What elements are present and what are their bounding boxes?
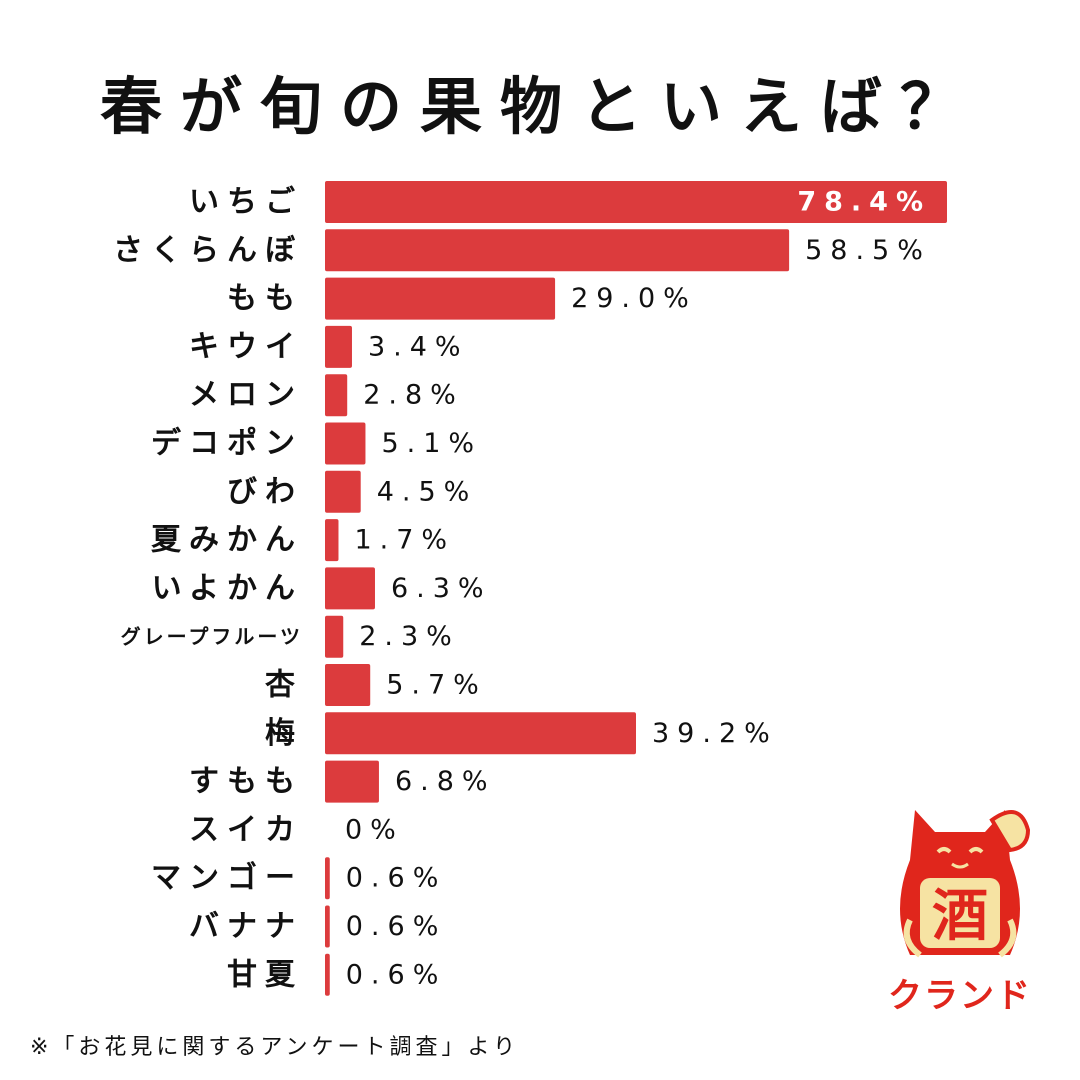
- value-label: 39.2%: [652, 718, 778, 749]
- source-footnote: ※「お花見に関するアンケート調査」より: [30, 1035, 520, 1060]
- category-label: グレープフルーツ: [121, 625, 303, 649]
- value-label: 5.1%: [381, 428, 482, 459]
- value-label: 1.7%: [354, 525, 455, 556]
- brand-logo: 酒 クランド: [880, 790, 1040, 1020]
- value-label: 0%: [345, 814, 404, 845]
- bar: [325, 857, 330, 900]
- logo-glyph: 酒: [932, 884, 988, 949]
- category-label: マンゴー: [151, 861, 303, 896]
- bar: [325, 325, 352, 368]
- bar: [325, 760, 379, 803]
- category-label: バナナ: [189, 909, 303, 944]
- category-label: 杏: [265, 668, 303, 703]
- category-label: いよかん: [152, 571, 303, 606]
- value-label: 6.8%: [395, 766, 496, 797]
- value-label: 29.0%: [571, 283, 697, 314]
- bar: [325, 374, 348, 417]
- value-label: 6.3%: [391, 573, 492, 604]
- category-label: キウイ: [189, 329, 303, 364]
- bar: [325, 422, 366, 465]
- value-label: 58.5%: [805, 235, 931, 266]
- category-label: 梅: [265, 716, 303, 751]
- value-label: 0.6%: [346, 911, 447, 942]
- category-label: もも: [227, 281, 303, 316]
- lucky-cat-icon: 酒: [900, 810, 1031, 958]
- category-label: メロン: [189, 378, 303, 413]
- chart-title: 春が旬の果物といえば？: [99, 70, 980, 143]
- bar: [325, 181, 947, 223]
- bar: [325, 567, 375, 610]
- bar: [325, 519, 339, 562]
- bar: [325, 277, 556, 320]
- value-label: 3.4%: [368, 331, 469, 362]
- category-label: びわ: [227, 474, 303, 509]
- category-label: すもも: [189, 764, 303, 799]
- category-label: デコポン: [151, 426, 303, 461]
- category-label: いちご: [189, 185, 303, 220]
- value-label: 78.4%: [797, 187, 931, 218]
- value-label: 0.6%: [346, 863, 447, 894]
- bar: [325, 229, 790, 272]
- bar: [325, 905, 330, 948]
- category-label: 甘夏: [227, 957, 303, 992]
- category-label: 夏みかん: [151, 523, 303, 558]
- value-label: 2.3%: [359, 621, 460, 652]
- value-label: 0.6%: [346, 959, 447, 990]
- category-label: さくらんぼ: [113, 233, 303, 268]
- category-label: スイカ: [189, 812, 303, 847]
- bar: [325, 615, 344, 658]
- bar: [325, 953, 330, 996]
- value-label: 4.5%: [377, 476, 478, 507]
- bar: [325, 470, 361, 513]
- value-label: 5.7%: [386, 670, 487, 701]
- brand-name: クランド: [888, 976, 1032, 1016]
- bar: [325, 664, 371, 706]
- value-label: 2.8%: [363, 380, 464, 411]
- bar: [325, 712, 636, 755]
